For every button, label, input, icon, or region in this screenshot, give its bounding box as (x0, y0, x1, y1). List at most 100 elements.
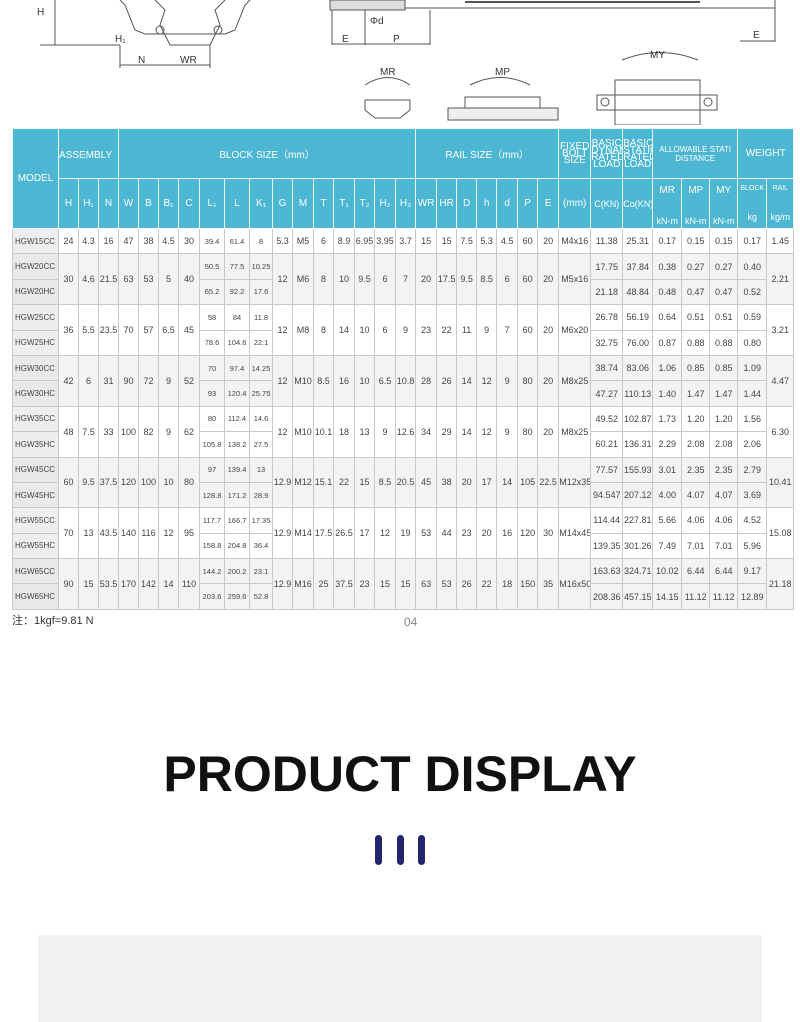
table-cell: 14 (456, 405, 478, 458)
technical-drawings: H H₁ N WR Φd E P E MR MP MY (37, 0, 776, 125)
table-cell: 53 (436, 558, 458, 610)
table-cell: 0.88 (681, 329, 711, 356)
table-cell: 6.30 (766, 405, 795, 458)
table-cell: 48.84 (622, 278, 654, 306)
table-cell: 4.5 (158, 227, 179, 255)
table-cell: 36.4 (249, 532, 273, 560)
column-header: BLOCK kg (737, 178, 768, 229)
table-cell: HGW20HC (12, 278, 59, 306)
label-H1: H₁ (115, 34, 126, 45)
table-cell: 60 (517, 304, 539, 356)
table-cell: 2.79 (737, 456, 768, 483)
table-cell: 10.02 (652, 558, 683, 585)
table-cell: 105 (517, 456, 539, 509)
table-cell: 29 (436, 405, 458, 458)
label-WR: WR (180, 55, 197, 66)
table-cell: 10 (158, 456, 179, 509)
table-cell: 23 (354, 558, 375, 610)
table-cell: 63 (118, 253, 139, 306)
column-header: G (272, 178, 293, 229)
table-row: HGW65HC 203.6 259.6 52.8 208.36 457.15 14.15 11… (12, 583, 794, 610)
table-cell: 38.74 (590, 354, 624, 382)
table-cell: 0.87 (652, 329, 683, 356)
table-cell: 259.6 (224, 583, 250, 610)
table-cell: 26 (456, 558, 478, 610)
table-cell: 37.84 (622, 253, 654, 280)
table-cell: 60 (517, 253, 539, 306)
table-cell: 5.5 (78, 304, 99, 356)
header-static-load: BASIC STATIC RATED LOAD (622, 128, 654, 179)
table-cell: 23.1 (249, 558, 273, 585)
table-cell: 21.18 (590, 278, 624, 306)
column-header: MY kN-m (709, 178, 739, 229)
table-cell: 24 (58, 227, 79, 255)
column-header: C(KN) (590, 178, 624, 229)
table-cell: 120.4 (224, 380, 250, 407)
table-cell: HGW25CC (12, 304, 59, 331)
table-cell: 139.35 (590, 532, 624, 560)
table-cell: 37.5 (98, 456, 119, 509)
table-cell: 0.64 (652, 304, 683, 331)
table-cell: 15 (354, 456, 375, 509)
table-cell: 18 (496, 558, 519, 610)
table-cell: 10.8 (394, 354, 417, 407)
table-cell: 110.13 (622, 380, 654, 407)
table-cell: 117.7 (199, 507, 225, 534)
unit-note: 注：1kgf=9.81 N (12, 615, 94, 627)
column-header: H₁ (78, 178, 99, 229)
table-cell: 7 (394, 253, 417, 306)
table-cell: 21.18 (766, 558, 795, 610)
table-cell: 3.01 (652, 456, 683, 483)
header-dynamic-load: BASIC DYNAMIC RATED LOAD (590, 128, 624, 179)
table-cell: 21.5 (98, 253, 119, 306)
header-rail-size: RAIL SIZE（mm） (415, 128, 560, 179)
table-cell: 22 (333, 456, 355, 509)
table-cell: 70 (199, 354, 225, 382)
table-cell: 53.5 (98, 558, 119, 610)
table-cell: 3.7 (394, 227, 417, 255)
table-cell: 139.4 (224, 456, 250, 483)
table-cell: 0.47 (709, 278, 739, 306)
table-cell: 20 (537, 304, 560, 356)
table-cell: 6 (374, 304, 396, 356)
table-cell: 14.15 (652, 583, 683, 610)
table-cell: 8.5 (374, 456, 396, 509)
table-cell: 12.89 (737, 583, 768, 610)
table-cell: 53 (415, 507, 438, 560)
table-cell: 2.06 (737, 431, 768, 458)
table-cell: 4.07 (709, 481, 739, 509)
table-cell: 158.8 (199, 532, 225, 560)
table-cell: 17.5 (313, 507, 334, 560)
table-cell: 11 (456, 304, 478, 356)
page-number: 04 (404, 615, 418, 629)
table-cell: 60.21 (590, 431, 624, 458)
table-cell: 301.26 (622, 532, 654, 560)
table-cell: 2.21 (766, 253, 795, 306)
table-cell: 76.00 (622, 329, 654, 356)
table-cell: 15 (394, 558, 417, 610)
table-cell: M8x25 (558, 405, 592, 458)
table-cell: M14x45 (558, 507, 592, 560)
table-cell: 9.5 (456, 253, 478, 306)
table-cell: M16 (292, 558, 314, 610)
table-cell: 42 (58, 354, 79, 407)
table-cell: 12.9 (272, 558, 293, 610)
label-MP: MP (495, 67, 510, 78)
table-cell: 12 (158, 507, 179, 560)
table-cell: M6x20 (558, 304, 592, 356)
table-cell: 12 (476, 354, 498, 407)
table-cell: M5 (292, 227, 314, 255)
table-cell: 324.71 (622, 558, 654, 585)
table-cell: 7.01 (681, 532, 711, 560)
table-cell: HGW45HC (12, 481, 59, 509)
table-cell: 17.6 (249, 278, 273, 306)
table-cell: 4.00 (652, 481, 683, 509)
column-header: HR (436, 178, 458, 229)
table-cell: 8.5 (313, 354, 334, 407)
table-cell: 47.27 (590, 380, 624, 407)
table-cell: 9 (158, 405, 179, 458)
table-cell: 22 (476, 558, 498, 610)
table-cell: 17.75 (590, 253, 624, 280)
table-cell: 0.80 (737, 329, 768, 356)
table-cell: 207.12 (622, 481, 654, 509)
